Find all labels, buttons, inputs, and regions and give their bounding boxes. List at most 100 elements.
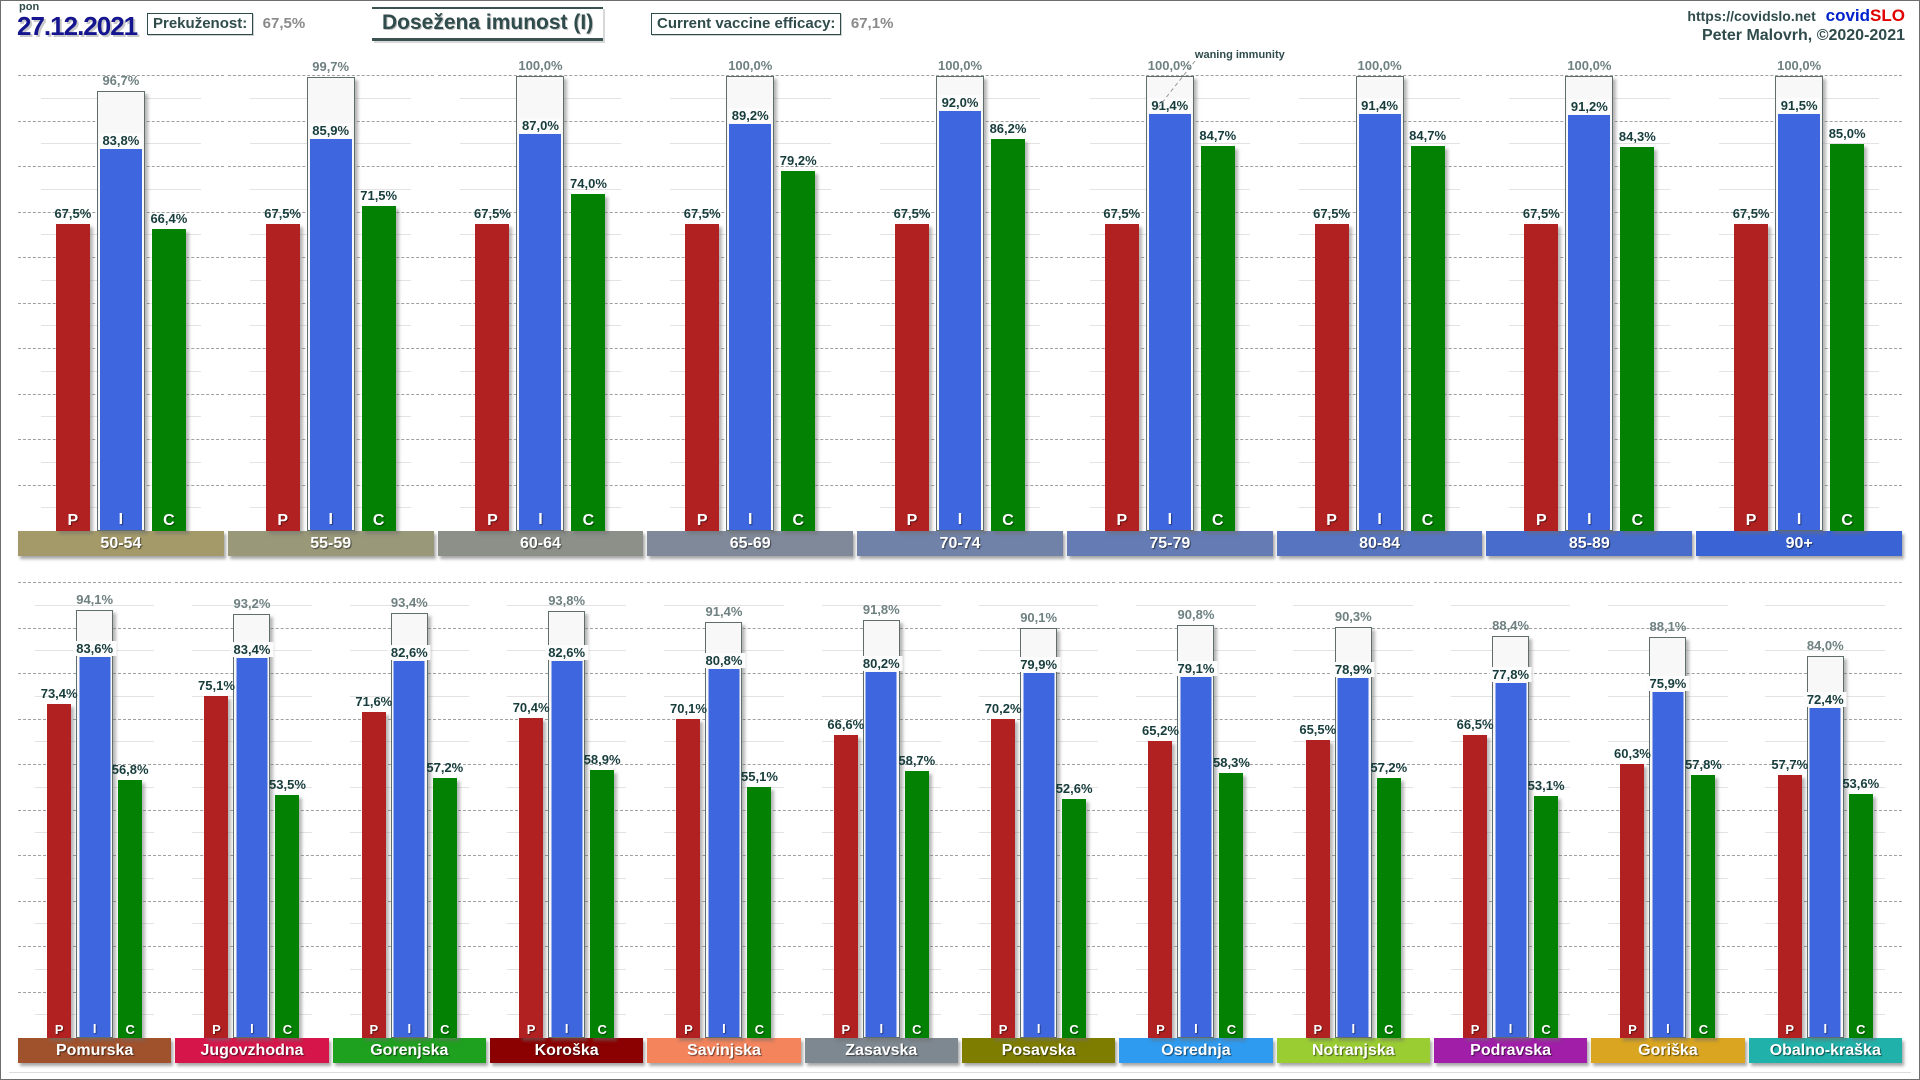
group-plot: 67,5% P 100,0% I 91,4% 84,7% C	[1276, 49, 1483, 531]
grid-line	[506, 604, 627, 606]
max-outline-bar: I 91,4%	[1145, 76, 1194, 531]
grid-line	[1765, 604, 1886, 606]
p-bar: P	[833, 734, 858, 1038]
chart-group: 70,1% P 91,4% I 80,8% 55,1% C Savinjska	[647, 576, 801, 1063]
c-bar-letter: C	[1698, 1022, 1709, 1037]
waning-immunity-annotation: waning immunity	[1194, 49, 1285, 61]
group-band-label: Posavska	[961, 1038, 1116, 1063]
p-bar: P	[1463, 735, 1488, 1038]
p-bar: P	[361, 712, 386, 1038]
i-bar: I	[1778, 113, 1821, 530]
grid-line	[1608, 604, 1728, 606]
p-value-label: 67,5%	[1103, 205, 1141, 221]
group-plot: 67,5% P 100,0% I 91,2% 84,3% C	[1486, 49, 1693, 531]
p-bar-letter: P	[1628, 1022, 1637, 1037]
c-bar: C	[1376, 777, 1401, 1038]
chart-group: 70,2% P 90,1% I 79,9% 52,6% C Posavska	[961, 576, 1116, 1063]
group-plot: 70,2% P 90,1% I 79,9% 52,6% C	[961, 576, 1116, 1038]
i-value-label: 91,2%	[1567, 99, 1611, 115]
p-bar-letter: P	[1313, 1022, 1323, 1037]
c-bar-letter: C	[372, 512, 385, 529]
p-bar: P	[1314, 223, 1349, 531]
p-bar: P	[519, 717, 544, 1038]
author-credit: Peter Malovrh, ©2020-2021	[1701, 27, 1905, 45]
max-value-label: 90,3%	[1334, 609, 1372, 625]
p-bar: P	[1148, 741, 1173, 1038]
p-value-label: 67,5%	[683, 205, 721, 221]
grid-line	[437, 75, 644, 76]
p-value-label: 66,6%	[827, 716, 865, 732]
max-outline-bar: I 83,8%	[96, 91, 145, 531]
chart-group: 67,5% P 100,0% I 91,5% 85,0% C 90+	[1696, 49, 1903, 556]
site-url[interactable]: https://covidslo.net	[1687, 8, 1816, 24]
i-bar: I	[519, 134, 562, 530]
c-bar: C	[1620, 147, 1655, 531]
i-value-label: 77,8%	[1489, 667, 1533, 683]
max-outline-bar: I 91,4%	[1355, 76, 1404, 531]
i-bar-letter: I	[1823, 1021, 1828, 1036]
max-outline-bar: I 78,9%	[1331, 627, 1375, 1038]
credits: https://covidslo.net covidSLO Peter Malo…	[1687, 5, 1905, 46]
grid-line	[1276, 75, 1483, 76]
p-value-label: 67,5%	[1732, 205, 1770, 221]
prevalence-label: Prekuženost:	[147, 13, 254, 35]
c-bar: C	[991, 138, 1026, 531]
grid-line	[1293, 604, 1414, 606]
p-value-label: 65,2%	[1142, 723, 1179, 739]
i-value-label: 79,9%	[1017, 657, 1061, 673]
i-bar-letter: I	[1351, 1021, 1356, 1036]
i-value-label: 83,4%	[230, 641, 274, 657]
c-value-label: 56,8%	[111, 761, 149, 777]
page-title: Dosežena imunost (I)	[372, 7, 604, 41]
i-value-label: 91,4%	[1358, 98, 1402, 114]
p-value-label: 70,1%	[670, 701, 707, 717]
c-value-label: 57,2%	[1370, 759, 1408, 775]
i-bar: I	[79, 656, 111, 1037]
c-value-label: 58,7%	[898, 752, 936, 768]
max-outline-bar: I 89,2%	[726, 76, 775, 531]
max-outline-bar: I 77,8%	[1489, 635, 1533, 1038]
c-value-label: 84,3%	[1618, 129, 1656, 145]
max-outline-bar: I 82,6%	[545, 611, 589, 1038]
max-value-label: 100,0%	[1777, 58, 1822, 73]
group-plot: 73,4% P 94,1% I 83,6% 56,8% C	[18, 576, 172, 1038]
p-value-label: 67,5%	[1522, 205, 1560, 221]
group-plot: 66,6% P 91,8% I 80,2% 58,7% C	[804, 576, 958, 1038]
c-value-label: 52,6%	[1055, 780, 1093, 796]
grid-line	[978, 604, 1099, 606]
chart-group: 73,4% P 94,1% I 83,6% 56,8% C Pomurska	[18, 576, 172, 1063]
p-bar: P	[1305, 739, 1330, 1038]
c-value-label: 53,1%	[1527, 778, 1565, 794]
i-bar: I	[939, 111, 982, 530]
chart-group: 67,5% P 100,0% I 91,2% 84,3% C 85-89	[1486, 49, 1693, 556]
group-plot: 70,1% P 91,4% I 80,8% 55,1% C	[647, 576, 801, 1038]
p-bar: P	[1620, 763, 1645, 1038]
p-bar-letter: P	[67, 512, 79, 529]
p-bar-letter: P	[684, 1022, 693, 1037]
i-bar-letter: I	[407, 1021, 412, 1036]
c-bar-letter: C	[597, 1022, 607, 1037]
group-band-label: Podravska	[1433, 1038, 1588, 1063]
group-plot: 67,5% P 96,7% I 83,8% 66,4% C	[18, 49, 224, 531]
group-band-label: 60-64	[437, 531, 644, 556]
grid-line	[1748, 627, 1902, 629]
max-value-label: 84,0%	[1806, 637, 1844, 653]
group-plot: 67,5% P 100,0% I 91,5% 85,0% C	[1696, 49, 1903, 531]
c-value-label: 57,8%	[1685, 757, 1722, 773]
max-outline-bar: I 80,8%	[702, 622, 746, 1038]
i-bar: I	[1495, 683, 1527, 1037]
c-value-label: 53,6%	[1842, 776, 1880, 792]
brand-covid: covid	[1825, 6, 1871, 25]
c-bar: C	[1534, 796, 1559, 1038]
max-outline-bar: I 91,2%	[1565, 76, 1614, 531]
max-outline-bar: I 75,9%	[1646, 637, 1690, 1038]
c-bar: C	[571, 194, 606, 531]
i-value-label: 91,5%	[1777, 97, 1821, 113]
c-bar: C	[1410, 145, 1445, 531]
p-value-label: 71,6%	[355, 694, 393, 710]
p-bar-letter: P	[54, 1022, 64, 1037]
grid-line	[961, 582, 1116, 583]
max-outline-bar: I 82,6%	[387, 613, 431, 1038]
age-groups-chart-row: 67,5% P 96,7% I 83,8% 66,4% C 50-54	[1, 49, 1919, 556]
c-bar: C	[1200, 145, 1235, 531]
